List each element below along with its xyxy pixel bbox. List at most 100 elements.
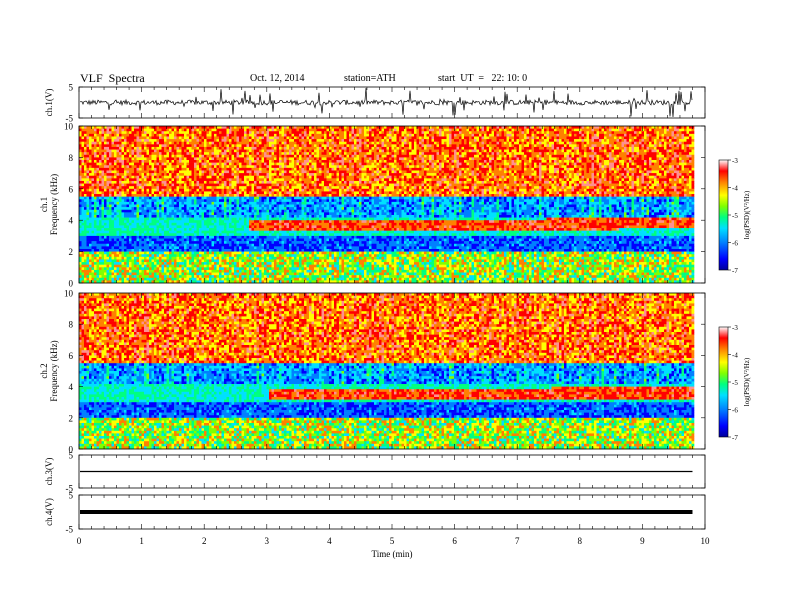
spectrogram-cell	[176, 259, 180, 263]
spectrogram-cell	[184, 141, 187, 145]
spectrogram-cell	[229, 152, 232, 156]
spectrogram-cell	[169, 199, 172, 203]
spectrogram-cell	[246, 180, 250, 184]
spectrogram-cell	[251, 275, 255, 279]
spectrogram-cell	[236, 149, 240, 153]
spectrogram-cell	[219, 165, 222, 169]
spectrogram-cell	[241, 280, 245, 284]
spectrogram-cell	[144, 275, 147, 279]
spectrogram-cell	[216, 201, 220, 205]
spectrogram-cell	[96, 207, 100, 211]
spectrogram-cell	[224, 178, 227, 182]
spectrogram-cell	[86, 259, 90, 263]
spectrogram-cell	[106, 243, 110, 247]
spectrogram-cell	[271, 251, 275, 255]
spectrogram-cell	[116, 277, 120, 281]
spectrogram-cell	[109, 131, 112, 135]
spectrogram-cell	[194, 131, 197, 135]
spectrogram-cell	[179, 167, 182, 171]
spectrogram-cell	[236, 262, 240, 265]
spectrogram-cell	[146, 230, 150, 234]
spectrogram-cell	[94, 272, 97, 276]
spectrogram-cell	[134, 254, 137, 258]
spectrogram-cell	[234, 228, 237, 231]
spectrogram-cell	[159, 160, 162, 163]
spectrogram-cell	[169, 212, 172, 216]
spectrogram-cell	[136, 233, 140, 237]
spectrogram-cell	[199, 251, 202, 255]
spectrogram-cell	[194, 243, 197, 247]
spectrogram-cell	[226, 188, 230, 192]
spectrogram-cell	[141, 222, 145, 226]
spectrogram-cell	[269, 204, 272, 208]
spectrogram-cell	[159, 139, 162, 142]
spectrogram-cell	[236, 235, 240, 239]
spectrogram-cell	[104, 228, 107, 231]
spectrogram-cell	[271, 162, 275, 166]
spectrogram-cell	[79, 243, 82, 247]
spectrogram-cell	[109, 157, 112, 161]
spectrogram-cell	[231, 133, 235, 137]
spectrogram-cell	[164, 186, 167, 190]
spectrogram-cell	[271, 264, 275, 268]
spectrogram-cell	[191, 217, 195, 221]
spectrogram-cell	[231, 275, 235, 279]
spectrogram-cell	[161, 243, 165, 247]
spectrogram-cell	[121, 199, 125, 203]
spectrogram-cell	[136, 220, 140, 224]
spectrogram-cell	[179, 186, 182, 190]
spectrogram-cell	[134, 272, 137, 276]
spectrogram-cell	[96, 269, 100, 273]
spectrogram-cell	[234, 194, 237, 197]
spectrogram-cell	[131, 173, 135, 177]
spectrogram-cell	[264, 186, 267, 190]
spectrogram-cell	[191, 238, 195, 242]
spectrogram-cell	[159, 277, 162, 281]
spectrogram-cell	[249, 136, 252, 140]
spectrogram-cell	[161, 167, 165, 171]
spectrogram-cell	[191, 222, 195, 226]
spectrogram-cell	[206, 251, 210, 255]
spectrogram-cell	[221, 144, 225, 148]
spectrogram-cell	[231, 225, 235, 229]
spectrogram-cell	[209, 230, 212, 234]
spectrogram-cell	[91, 267, 95, 271]
spectrogram-cell	[201, 225, 205, 229]
spectrogram-cell	[104, 222, 107, 226]
spectrogram-cell	[214, 149, 217, 153]
spectrogram-cell	[226, 233, 230, 237]
spectrogram-cell	[171, 136, 175, 140]
spectrogram-cell	[146, 222, 150, 226]
spectrogram-cell	[109, 178, 112, 182]
spectrogram-cell	[121, 149, 125, 153]
spectrogram-cell	[91, 175, 95, 179]
spectrogram-cell	[131, 178, 135, 182]
spectrogram-cell	[201, 162, 205, 166]
spectrogram-cell	[189, 212, 192, 216]
spectrogram-cell	[254, 165, 257, 169]
spectrogram-cell	[266, 162, 270, 166]
spectrogram-cell	[111, 209, 115, 213]
spectrogram-cell	[271, 175, 275, 179]
spectrogram-cell	[229, 154, 232, 158]
spectrogram-cell	[89, 188, 92, 192]
spectrogram-cell	[254, 146, 257, 150]
spectrogram-cell	[164, 207, 167, 211]
spectrogram-cell	[159, 126, 162, 129]
spectrogram-cell	[236, 204, 240, 208]
spectrogram-cell	[136, 251, 140, 255]
spectrogram-cell	[219, 238, 222, 242]
spectrogram-cell	[111, 267, 115, 271]
spectrogram-cell	[199, 141, 202, 145]
spectrogram-cell	[179, 241, 182, 245]
spectrogram-cell	[141, 188, 145, 192]
spectrogram-cell	[131, 217, 135, 221]
spectrogram-cell	[131, 238, 135, 242]
spectrogram-cell	[169, 173, 172, 177]
spectrogram-cell	[96, 275, 100, 279]
spectrogram-cell	[234, 251, 237, 255]
spectrogram-cell	[129, 220, 132, 224]
spectrogram-cell	[86, 222, 90, 226]
spectrogram-cell	[219, 241, 222, 245]
spectrogram-cell	[224, 207, 227, 211]
